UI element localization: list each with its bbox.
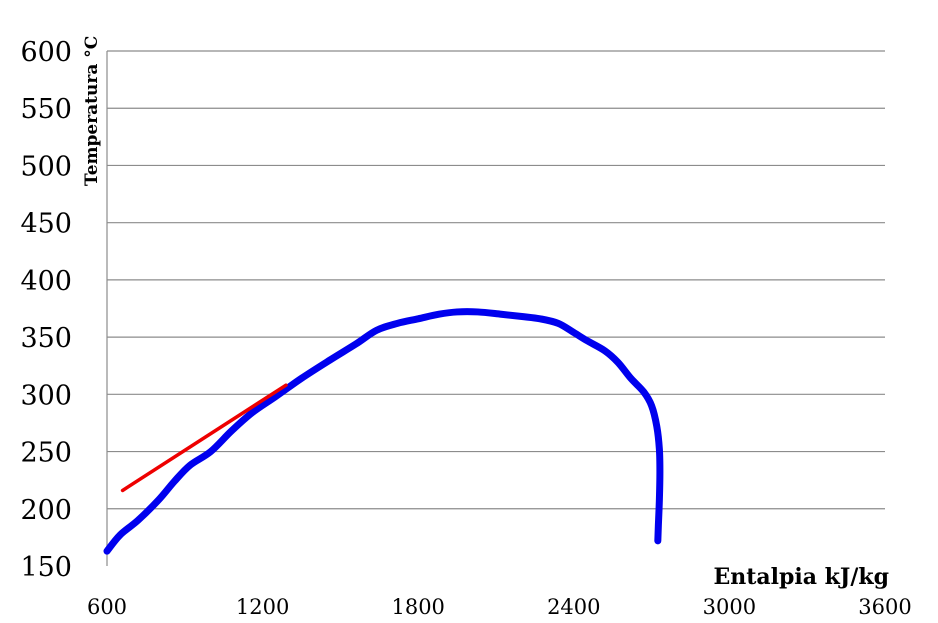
y-tick-300: 300: [20, 380, 72, 411]
x-tick-labels: 600 1200 1800 2400 3000 3600: [87, 595, 912, 619]
y-tick-labels: 150 200 250 300 350 400 450 500 550 600: [20, 37, 72, 583]
y-tick-250: 250: [20, 438, 72, 469]
y-tick-450: 450: [20, 209, 72, 240]
saturation-curve-line: [103, 308, 664, 555]
x-tick-3000: 3000: [703, 595, 756, 619]
y-tick-500: 500: [20, 151, 72, 182]
x-tick-3600: 3600: [858, 595, 911, 619]
x-tick-1800: 1800: [391, 595, 444, 619]
y-tick-400: 400: [20, 266, 72, 297]
y-tick-600: 600: [20, 37, 72, 68]
series-lines: [103, 308, 664, 555]
x-axis-title: Entalpia kJ/kg: [713, 564, 889, 590]
red-line: [120, 383, 288, 493]
y-tick-200: 200: [20, 495, 72, 526]
x-tick-1200: 1200: [236, 595, 289, 619]
y-axis-title: Temperatura °C: [82, 36, 102, 186]
x-tick-2400: 2400: [547, 595, 600, 619]
y-tick-550: 550: [20, 94, 72, 125]
x-tick-600: 600: [87, 595, 127, 619]
y-tick-350: 350: [20, 323, 72, 354]
gridlines: [106, 50, 885, 566]
y-tick-150: 150: [20, 552, 72, 583]
